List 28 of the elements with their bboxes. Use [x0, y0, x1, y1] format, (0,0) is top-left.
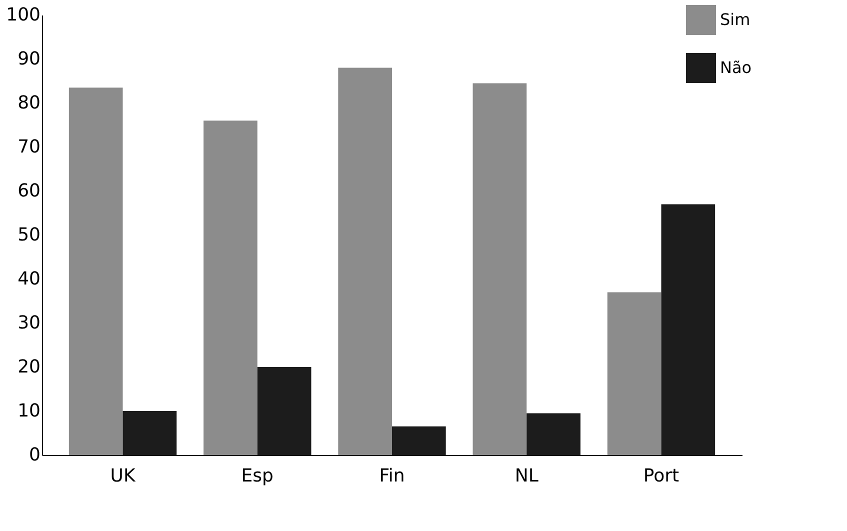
x-tick-label: Port — [643, 466, 680, 486]
bar — [257, 367, 312, 455]
bar — [661, 204, 716, 455]
x-tick-label: Esp — [241, 466, 274, 486]
y-tick-label: 70 — [18, 136, 40, 158]
y-tick-label: 100 — [6, 4, 40, 26]
bar — [68, 88, 123, 455]
y-tick-label: 40 — [18, 268, 40, 290]
y-tick-label: 0 — [29, 444, 40, 466]
x-tick-label: Fin — [379, 466, 405, 486]
y-tick-label: 30 — [18, 312, 40, 334]
y-tick-label: 80 — [18, 92, 40, 114]
y-tick-label: 90 — [18, 48, 40, 70]
bar — [526, 413, 580, 455]
bar — [338, 68, 392, 455]
y-tick-label: 60 — [18, 180, 40, 202]
bar — [392, 426, 446, 455]
y-tick-label: 50 — [18, 224, 40, 246]
x-tick-label: UK — [110, 466, 136, 486]
legend-label: Não — [720, 58, 752, 77]
x-tick-label: NL — [514, 466, 538, 486]
bar — [204, 120, 258, 455]
y-tick-label: 20 — [18, 356, 40, 378]
legend-label: Sim — [720, 10, 750, 29]
y-tick-label: 10 — [18, 400, 40, 422]
bar — [472, 83, 527, 455]
bar — [607, 292, 662, 455]
bar — [122, 411, 177, 455]
